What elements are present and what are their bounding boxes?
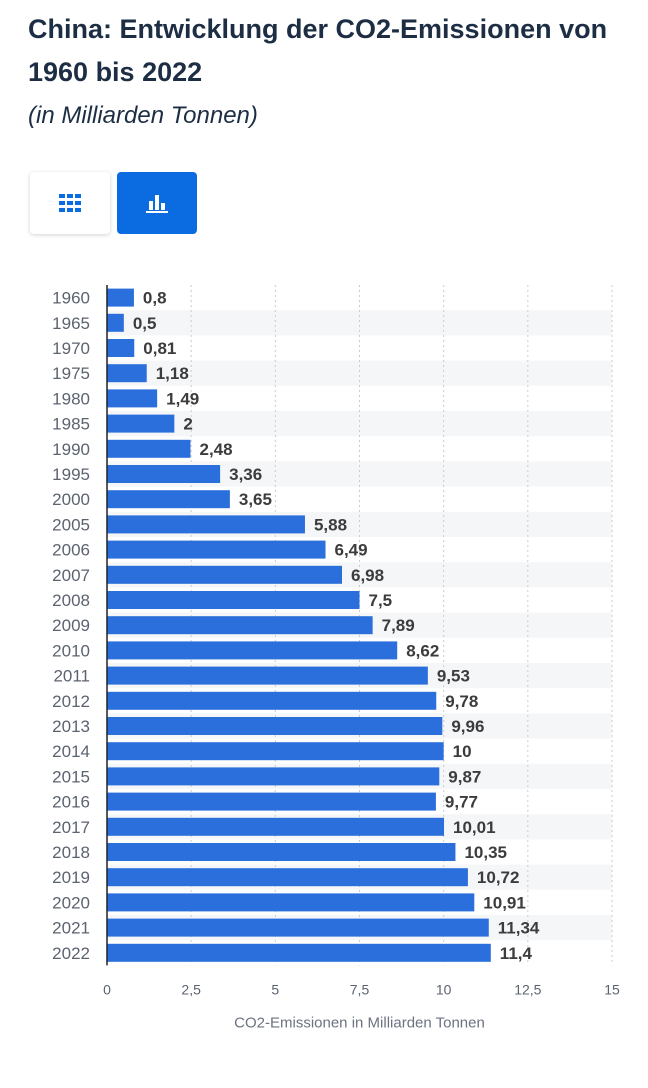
category-label: 1970 xyxy=(52,339,90,358)
value-label: 1,18 xyxy=(156,364,189,383)
bar[interactable] xyxy=(107,742,444,761)
category-label: 2006 xyxy=(52,541,90,560)
bar[interactable] xyxy=(107,389,158,408)
category-label: 1985 xyxy=(52,415,90,434)
bar[interactable] xyxy=(107,918,489,937)
value-label: 8,62 xyxy=(406,641,439,660)
bar[interactable] xyxy=(107,943,491,962)
category-label: 1960 xyxy=(52,289,90,308)
value-label: 6,49 xyxy=(334,541,367,560)
value-label: 9,53 xyxy=(437,667,470,686)
chart-title: China: Entwicklung der CO2-Emissionen vo… xyxy=(28,14,608,87)
chart-subtitle: (in Milliarden Tonnen) xyxy=(28,102,258,129)
value-label: 10,01 xyxy=(453,818,496,837)
category-label: 1990 xyxy=(52,440,90,459)
value-label: 2 xyxy=(183,415,192,434)
category-label: 2009 xyxy=(52,616,90,635)
bar[interactable] xyxy=(107,817,445,836)
bar[interactable] xyxy=(107,767,440,786)
chart-view-button[interactable] xyxy=(117,172,197,234)
category-label: 2007 xyxy=(52,566,90,585)
category-label: 1965 xyxy=(52,314,90,333)
bar[interactable] xyxy=(107,666,428,685)
value-label: 10 xyxy=(453,742,472,761)
value-label: 0,5 xyxy=(133,314,157,333)
category-label: 1980 xyxy=(52,389,90,408)
value-label: 2,48 xyxy=(199,440,232,459)
bar[interactable] xyxy=(107,465,221,483)
category-label: 2011 xyxy=(53,667,90,686)
value-label: 7,5 xyxy=(369,591,393,610)
value-label: 6,98 xyxy=(351,566,384,585)
category-label: 2016 xyxy=(52,793,90,812)
value-label: 9,77 xyxy=(445,793,478,812)
category-label: 2021 xyxy=(52,919,90,938)
category-label: 2010 xyxy=(52,641,90,660)
x-axis-label: CO2-Emissionen in Milliarden Tonnen xyxy=(234,1014,485,1031)
bar-chart-icon xyxy=(146,195,168,213)
bar[interactable] xyxy=(107,792,436,811)
category-label: 2015 xyxy=(52,767,90,786)
bar-chart: 1960 1965 1970 1975 1980 1985 1990 1995 2000 2005… xyxy=(52,285,620,1031)
bar[interactable] xyxy=(107,313,124,332)
bar[interactable] xyxy=(107,717,443,735)
category-label: 2013 xyxy=(52,717,90,736)
bar[interactable] xyxy=(107,490,230,509)
x-tick-label: 0 xyxy=(103,981,111,997)
category-label: 2019 xyxy=(52,868,90,887)
value-label: 11,34 xyxy=(498,919,540,938)
bar[interactable] xyxy=(107,893,475,912)
bar[interactable] xyxy=(107,868,468,887)
category-label: 2014 xyxy=(52,742,90,761)
category-label: 2017 xyxy=(52,818,90,837)
bar[interactable] xyxy=(107,439,191,458)
x-tick-label: 2,5 xyxy=(181,981,201,997)
category-label: 1995 xyxy=(52,465,90,484)
bar[interactable] xyxy=(107,414,175,433)
table-view-button[interactable] xyxy=(30,172,110,234)
category-label: 2008 xyxy=(52,591,90,610)
value-label: 0,81 xyxy=(143,339,176,358)
x-tick-label: 10 xyxy=(436,981,452,997)
x-tick-label: 7,5 xyxy=(350,981,370,997)
value-label: 9,96 xyxy=(451,717,484,736)
x-tick-label: 15 xyxy=(604,981,620,997)
category-label: 2020 xyxy=(52,893,90,912)
bar[interactable] xyxy=(107,364,147,383)
bar[interactable] xyxy=(107,616,373,635)
category-label: 2022 xyxy=(52,944,90,963)
category-label: 2018 xyxy=(52,843,90,862)
value-label: 9,87 xyxy=(448,767,481,786)
grid-icon xyxy=(59,194,81,212)
bar[interactable] xyxy=(107,339,135,357)
bar[interactable] xyxy=(107,691,437,710)
value-label: 10,91 xyxy=(483,893,526,912)
value-label: 1,49 xyxy=(166,389,199,408)
category-label: 2000 xyxy=(52,490,90,509)
value-label: 3,65 xyxy=(239,490,272,509)
value-label: 7,89 xyxy=(382,616,415,635)
value-label: 9,78 xyxy=(445,692,478,711)
category-label: 2012 xyxy=(52,692,90,711)
bar[interactable] xyxy=(107,591,360,609)
bar[interactable] xyxy=(107,288,134,307)
value-label: 5,88 xyxy=(314,515,347,534)
value-label: 3,36 xyxy=(229,465,262,484)
bar[interactable] xyxy=(107,515,305,534)
bar[interactable] xyxy=(107,641,398,660)
bar[interactable] xyxy=(107,565,342,584)
bar[interactable] xyxy=(107,843,456,861)
category-label: 2005 xyxy=(52,515,90,534)
category-label: 1975 xyxy=(52,364,90,383)
value-label: 0,8 xyxy=(143,289,167,308)
bar[interactable] xyxy=(107,540,326,559)
value-label: 10,35 xyxy=(464,843,507,862)
x-tick-label: 5 xyxy=(271,981,279,997)
x-tick-label: 12,5 xyxy=(514,981,541,997)
value-label: 10,72 xyxy=(477,868,520,887)
value-label: 11,4 xyxy=(500,944,533,963)
